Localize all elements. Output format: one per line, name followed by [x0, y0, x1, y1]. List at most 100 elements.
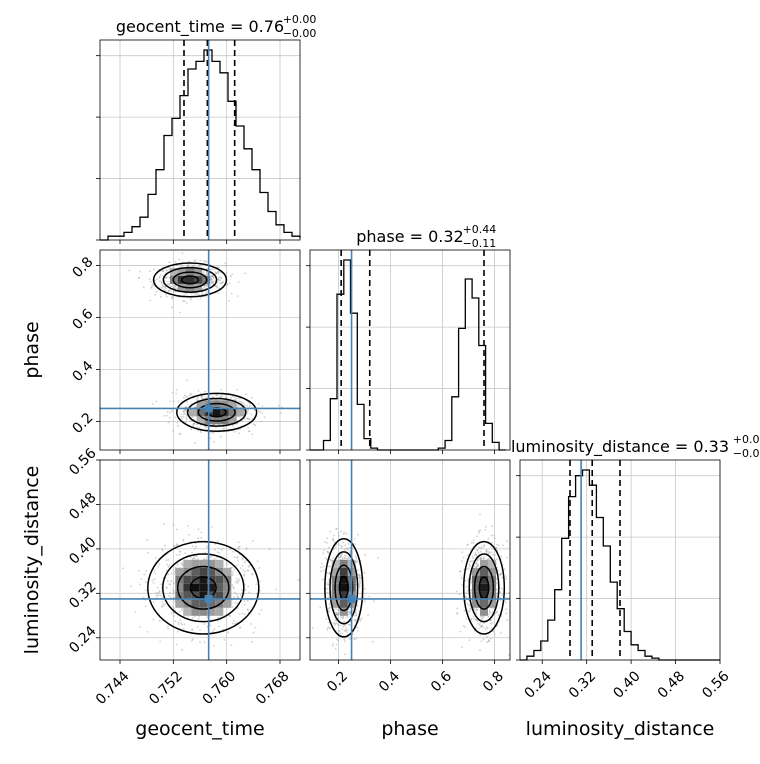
sample-point [217, 279, 220, 281]
sample-point [189, 392, 192, 395]
sample-point [340, 546, 343, 549]
sample-point [328, 565, 330, 568]
sample-point [192, 557, 195, 560]
sample-point [185, 302, 188, 304]
sample-point [194, 542, 197, 545]
sample-point [364, 588, 366, 590]
sample-point [236, 556, 239, 558]
sample-point [138, 569, 141, 572]
density-cell [199, 591, 208, 600]
density-cell [339, 559, 348, 568]
contour-level-0 [324, 537, 364, 638]
sample-point [470, 581, 472, 584]
sample-point [468, 639, 471, 642]
sample-point [465, 596, 468, 599]
sample-point [327, 596, 330, 599]
sample-point [186, 401, 189, 403]
sample-point [344, 640, 346, 642]
sample-point [333, 622, 335, 624]
sample-point [349, 611, 352, 614]
sample-point [205, 261, 208, 263]
sample-point [134, 611, 137, 613]
sample-point [237, 281, 240, 283]
sample-point [212, 276, 215, 278]
sample-point [168, 276, 171, 279]
sample-point [167, 289, 170, 292]
sample-point [188, 260, 190, 263]
sample-point [220, 276, 222, 279]
sample-point [245, 560, 247, 562]
sample-point [182, 300, 185, 303]
sample-point [221, 394, 224, 397]
density-cell [331, 559, 340, 568]
sample-point [487, 640, 490, 643]
sample-point [237, 416, 240, 418]
sample-point [230, 644, 233, 647]
sample-point [142, 286, 145, 289]
sample-point [470, 618, 472, 621]
hist-step-geocent_time [100, 49, 301, 241]
sample-point [466, 544, 468, 547]
sample-point [200, 537, 203, 539]
sample-point [193, 557, 196, 560]
sample-point [159, 640, 162, 643]
density-cell [339, 567, 348, 576]
sample-point [192, 264, 194, 267]
sample-point [338, 609, 340, 611]
sample-point [480, 625, 483, 628]
sample-point [467, 579, 470, 581]
sample-point [168, 594, 171, 597]
sample-point [172, 400, 175, 403]
sample-point [200, 431, 202, 433]
sample-point [184, 409, 187, 412]
density-cell [183, 559, 192, 568]
sample-point [153, 570, 156, 572]
sample-point [243, 418, 246, 420]
density-cell [191, 567, 200, 576]
sample-point [468, 563, 471, 566]
grid-hist-phase [338, 250, 495, 450]
sample-point [211, 275, 214, 277]
sample-point [469, 565, 471, 568]
sample-point [278, 404, 280, 407]
sample-point [475, 612, 477, 614]
sample-point [337, 543, 340, 546]
sample-point [155, 291, 158, 293]
sample-point [259, 411, 261, 413]
y-tick-label-phase: 0.6 [69, 306, 96, 333]
sample-point [465, 618, 468, 620]
sample-point [347, 611, 350, 614]
sample-point [247, 569, 250, 572]
sample-point [247, 417, 250, 420]
sample-point [170, 612, 173, 614]
sample-point [281, 406, 283, 408]
sample-point [160, 583, 163, 586]
sample-point [474, 618, 477, 621]
sample-point [246, 569, 249, 572]
density-cell [480, 583, 488, 592]
sample-point [231, 606, 234, 608]
sample-point [169, 289, 172, 292]
sample-point [169, 285, 171, 287]
sample-point [258, 409, 260, 412]
sample-point [182, 540, 185, 542]
sample-point [172, 589, 175, 592]
sample-point [483, 544, 485, 547]
sample-point [334, 624, 337, 626]
sample-point [184, 552, 187, 555]
sample-point [218, 276, 221, 279]
density-cell [228, 408, 237, 417]
density-cell [236, 408, 245, 417]
sample-point [212, 268, 215, 270]
y-tick-label-luminosity_distance: 0.24 [66, 623, 99, 656]
sample-point [128, 269, 131, 272]
sample-point [480, 625, 482, 627]
sample-point [184, 412, 186, 415]
sample-point [245, 548, 247, 550]
sample-point [227, 631, 230, 634]
sample-point [332, 534, 335, 537]
density-cell [196, 400, 205, 409]
x-tick-label-luminosity_distance: 0.48 [655, 668, 688, 701]
sample-point [231, 550, 234, 553]
sample-point [178, 554, 181, 556]
